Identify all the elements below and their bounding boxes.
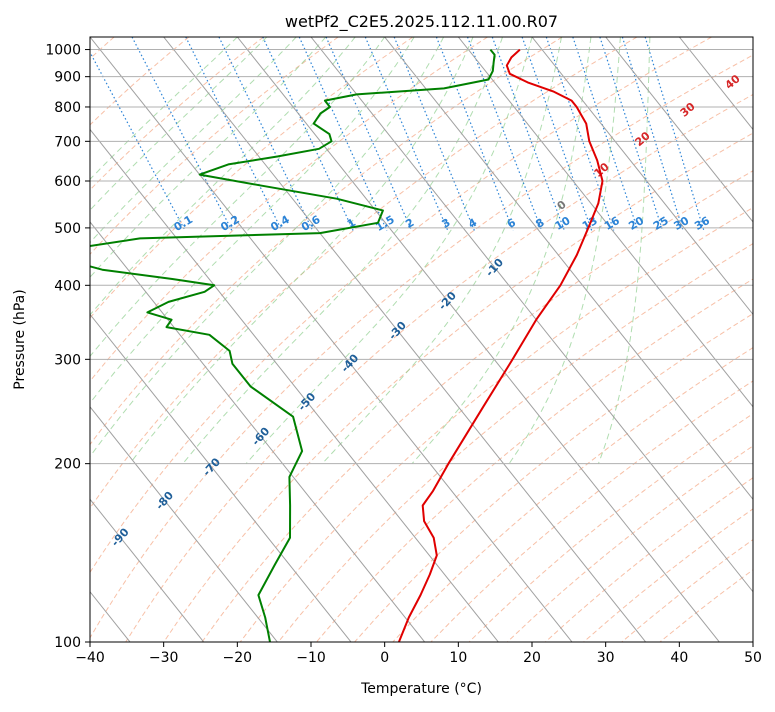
x-axis-label: Temperature (°C) (360, 681, 482, 697)
dry-adiabat-line (0, 37, 338, 642)
y-tick-label: 700 (54, 134, 81, 150)
dry-adiabat-line (0, 37, 413, 642)
mixing-ratio-line (468, 37, 542, 230)
y-tick-label: 600 (54, 174, 81, 190)
dry-adiabat-line (11, 37, 637, 642)
mixing-ratio-line (492, 37, 564, 230)
isotherm-line (385, 37, 775, 642)
dry-adiabat-line (0, 37, 488, 642)
x-tick-label: 20 (523, 650, 541, 666)
isotherm-line (0, 37, 425, 642)
dewpoint-profile-line (68, 50, 495, 642)
dry-adiabat-line (660, 37, 775, 642)
mixing-ratio-label: 0.2 (218, 213, 241, 234)
isotherm-label: -80 (153, 489, 176, 513)
isotherm-line (0, 37, 204, 642)
y-tick-label: 100 (54, 635, 81, 651)
y-tick-label: 300 (54, 352, 81, 368)
mixing-ratio-label: 10 (553, 214, 573, 233)
y-tick-label: 800 (54, 100, 81, 116)
moist-adiabat-line (46, 37, 414, 464)
x-tick-label: −20 (223, 650, 253, 666)
x-tick-label: 50 (744, 650, 762, 666)
mixing-ratio-label: 3 (439, 216, 452, 231)
mixing-ratio-label: 30 (671, 214, 691, 233)
dry-adiabat-line (431, 37, 775, 642)
x-tick-label: 30 (597, 650, 615, 666)
isotherm-label: -50 (295, 390, 318, 414)
dry-adiabat-line (545, 37, 775, 642)
mixing-ratio-label: 25 (651, 214, 671, 233)
plot-frame (90, 37, 753, 642)
mixing-ratio-line (436, 37, 513, 230)
moist-adiabat-line (85, 37, 444, 464)
x-tick-label: 0 (380, 650, 389, 666)
isotherm-label: -90 (109, 525, 132, 549)
mixing-ratio-line (365, 37, 447, 230)
dry-adiabat-line (317, 37, 775, 642)
mixing-ratio-label: 0.1 (172, 213, 195, 234)
isotherm-line (16, 37, 498, 642)
isotherm-label: -100 (65, 563, 93, 592)
isotherm-label: -20 (436, 289, 459, 313)
mixing-ratio-line (299, 37, 387, 230)
x-tick-label: 40 (670, 650, 688, 666)
y-axis-label: Pressure (hPa) (12, 289, 28, 389)
isotherm-label: -30 (386, 319, 409, 343)
y-tick-label: 200 (54, 457, 81, 473)
isotherm-label: -70 (200, 455, 223, 479)
mixing-ratio-label: 0.4 (268, 213, 292, 234)
isotherm-line (311, 37, 775, 642)
moist-adiabat-line (183, 37, 503, 464)
isotherm-line (753, 37, 775, 642)
moist-adiabat-line (0, 37, 326, 464)
wetbulb-label: 40 (723, 72, 743, 92)
isotherm-label: -60 (249, 424, 272, 448)
dry-adiabat-line (469, 37, 775, 642)
mixing-ratio-label: 2 (403, 216, 416, 231)
dry-adiabat-line (507, 37, 775, 642)
mixing-ratio-label: 16 (602, 214, 622, 233)
isotherm-line (679, 37, 775, 642)
mixing-ratio-label: 36 (692, 214, 712, 233)
x-tick-label: −10 (296, 650, 326, 666)
mixing-ratio-label: 20 (626, 214, 646, 233)
dry-adiabat-line (164, 37, 775, 642)
isotherm-line (164, 37, 646, 642)
isotherm-label: -10 (483, 256, 506, 280)
isotherm-label: -40 (338, 351, 361, 375)
isotherm-line (90, 37, 572, 642)
wetbulb-label: 20 (633, 129, 653, 149)
mixing-ratio-line (82, 37, 185, 230)
isotherm-line (0, 37, 351, 642)
x-tick-label: −40 (75, 650, 105, 666)
moist-adiabat-line (0, 37, 267, 464)
isotherm-line (458, 37, 775, 642)
y-tick-label: 1000 (45, 43, 81, 59)
y-tick-label: 500 (54, 221, 81, 237)
y-tick-label: 400 (54, 278, 81, 294)
dry-adiabat-line (202, 37, 775, 642)
wetbulb-label: 30 (678, 100, 698, 120)
moist-adiabat-line (0, 37, 296, 464)
dry-adiabat-line (393, 37, 775, 642)
mixing-ratio-label: 4 (466, 216, 479, 231)
mixing-ratio-label: 8 (533, 216, 546, 231)
isotherm-line (606, 37, 775, 642)
mixing-ratio-label: 0.6 (299, 213, 323, 234)
y-tick-label: 900 (54, 70, 81, 86)
x-tick-label: −30 (149, 650, 179, 666)
dry-adiabat-line (88, 37, 775, 642)
mixing-ratio-label: 6 (505, 216, 518, 231)
moist-adiabat-line (412, 37, 591, 464)
dry-adiabat-line (355, 37, 775, 642)
chart-title: wetPf2_C2E5.2025.112.11.00.R07 (285, 12, 558, 32)
moist-adiabat-line (0, 37, 237, 464)
x-tick-label: 10 (449, 650, 467, 666)
dry-adiabat-line (0, 37, 189, 642)
isotherm-line (0, 37, 56, 642)
